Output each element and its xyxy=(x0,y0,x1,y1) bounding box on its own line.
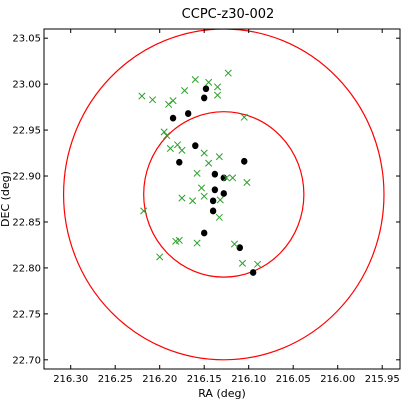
candidate-point xyxy=(215,213,223,221)
candidate-point xyxy=(205,159,213,167)
candidate-point xyxy=(191,75,199,84)
candidate-point xyxy=(166,144,174,153)
member-point xyxy=(209,207,217,215)
y-axis-label: DEC (deg) xyxy=(0,171,12,227)
candidate-point xyxy=(169,97,177,105)
y-tick-label: 23.00 xyxy=(12,80,41,91)
member-point xyxy=(220,190,227,197)
candidate-point xyxy=(205,78,213,86)
candidate-point xyxy=(200,149,208,157)
candidate-point xyxy=(178,194,186,202)
x-tick-label: 216.30 xyxy=(53,374,88,385)
candidate-point xyxy=(200,192,208,200)
x-tick-label: 215.95 xyxy=(365,374,400,385)
member-point xyxy=(249,269,257,276)
candidate-point xyxy=(140,207,148,215)
member-point xyxy=(241,157,248,165)
candidate-point xyxy=(181,87,189,95)
member-point xyxy=(169,114,177,122)
member-point xyxy=(202,85,210,93)
candidate-point xyxy=(240,113,248,121)
candidate-point xyxy=(243,178,251,187)
member-point xyxy=(201,229,208,237)
candidate-point xyxy=(254,260,262,268)
x-axis-label: RA (deg) xyxy=(198,387,246,400)
member-point xyxy=(184,110,192,117)
y-tick-label: 22.85 xyxy=(12,217,41,228)
candidate-point xyxy=(230,240,239,248)
member-point xyxy=(209,197,217,205)
candidate-point xyxy=(224,69,232,77)
aperture-circle-1 xyxy=(63,29,385,361)
chart-title: CCPC-z30-002 xyxy=(182,7,275,22)
candidate-point xyxy=(193,169,201,177)
candidate-point xyxy=(213,83,222,91)
y-tick-label: 22.95 xyxy=(12,126,41,137)
plot-area xyxy=(63,29,385,361)
member-point xyxy=(236,244,243,252)
candidate-point xyxy=(172,237,180,245)
member-point xyxy=(211,170,219,178)
x-tick-label: 216.15 xyxy=(187,374,222,385)
y-tick-label: 22.80 xyxy=(12,263,41,274)
y-tick-label: 22.70 xyxy=(12,355,41,366)
candidate-point xyxy=(178,146,186,154)
candidate-point xyxy=(216,196,224,204)
x-tick-label: 216.05 xyxy=(276,374,311,385)
x-tick-label: 216.20 xyxy=(142,374,177,385)
aperture-circle-2 xyxy=(143,111,305,278)
candidate-point xyxy=(213,91,222,99)
x-tick-label: 216.00 xyxy=(320,374,355,385)
y-tick-label: 23.05 xyxy=(12,34,41,45)
candidate-point xyxy=(138,92,146,100)
candidate-point xyxy=(197,184,206,192)
member-point xyxy=(211,186,219,194)
x-tick-label: 216.10 xyxy=(231,374,266,385)
member-point xyxy=(201,94,208,102)
candidate-point xyxy=(189,197,197,205)
candidate-point xyxy=(229,174,237,182)
candidate-point xyxy=(163,132,171,140)
candidate-point xyxy=(173,141,182,149)
y-tick-label: 22.90 xyxy=(12,172,41,183)
candidate-point xyxy=(156,253,164,261)
candidate-point xyxy=(193,239,201,247)
axis-ticks: 216.30 216.25 216.20 216.15 216.10 216.05 216.… xyxy=(12,29,400,385)
plot-frame xyxy=(43,28,401,370)
member-point xyxy=(176,158,183,166)
candidate-point xyxy=(165,100,173,108)
candidate-point xyxy=(215,153,223,161)
candidate-point xyxy=(160,128,168,136)
y-tick-label: 22.75 xyxy=(12,309,41,320)
candidate-point xyxy=(222,174,231,182)
candidate-point xyxy=(149,96,157,104)
member-point xyxy=(192,142,199,150)
x-tick-label: 216.25 xyxy=(98,374,133,385)
candidate-point xyxy=(238,259,247,267)
